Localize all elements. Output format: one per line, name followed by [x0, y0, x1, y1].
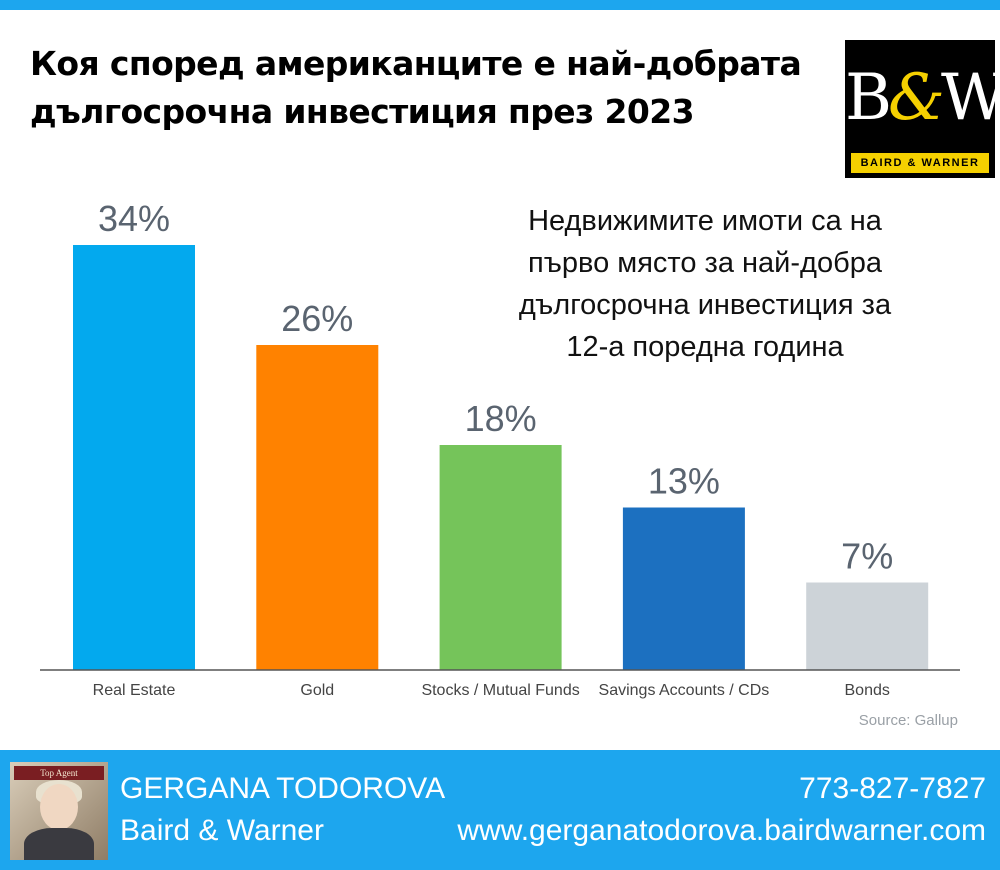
bar-real-estate	[73, 245, 195, 670]
agent-photo: Top Agent	[10, 762, 108, 860]
data-label: 34%	[98, 198, 170, 239]
annotation-line-1: Недвижимите имоти са на	[528, 205, 882, 237]
top-accent-strip	[0, 0, 1000, 10]
footer-banner: Top Agent GERGANA TODOROVA Baird & Warne…	[0, 750, 1000, 870]
bar-savings-accounts-cds	[622, 507, 745, 670]
logo-monogram: B&W	[845, 48, 1000, 148]
data-label: 18%	[465, 398, 537, 439]
bar-bonds	[806, 582, 929, 670]
category-label: Savings Accounts / CDs	[599, 682, 770, 699]
agent-name: GERGANA TODOROVA	[120, 772, 446, 805]
source-note: Source: Gallup	[858, 712, 958, 729]
category-label: Bonds	[845, 682, 890, 699]
category-label: Gold	[300, 682, 334, 699]
photo-badge: Top Agent	[14, 766, 104, 780]
bar-gold	[256, 345, 379, 670]
agent-company: Baird & Warner	[120, 814, 324, 847]
data-label: 7%	[841, 536, 893, 577]
photo-face	[40, 784, 78, 830]
logo-letter-w: W	[941, 61, 1000, 135]
category-label: Real Estate	[93, 682, 176, 699]
chart-title-line-2: дългосрочна инвестиция през 2023	[30, 92, 695, 131]
bar-stocks-mutual-funds	[439, 445, 562, 670]
annotation-line-2: първо място за най-добра	[528, 247, 882, 279]
agent-website[interactable]: www.gergana​todorova.bairdwarner.com	[457, 814, 986, 847]
chart-title-line-1: Коя според американците е най-добрата	[30, 44, 802, 83]
logo-ampersand: &	[888, 61, 945, 135]
logo-wordmark: BAIRD & WARNER	[851, 153, 989, 173]
chart-annotation: Недвижимите имоти са на първо място за н…	[480, 200, 930, 368]
category-label: Stocks / Mutual Funds	[421, 682, 579, 699]
baird-warner-logo: B&W BAIRD & WARNER	[845, 40, 1000, 178]
data-label: 13%	[648, 461, 720, 502]
annotation-line-4: 12-а поредна година	[566, 331, 844, 363]
chart-title: Коя според американците е най-добрата дъ…	[30, 40, 840, 136]
annotation-line-3: дългосрочна инвестиция за	[518, 289, 892, 321]
logo-letter-b: B	[845, 61, 892, 135]
photo-body	[24, 828, 94, 860]
bar-chart: 34% Real Estate 26% Gold 18% Stocks / Mutual …	[40, 198, 960, 699]
agent-phone[interactable]: 773-827-7827	[799, 772, 986, 805]
data-label: 26%	[281, 298, 353, 339]
